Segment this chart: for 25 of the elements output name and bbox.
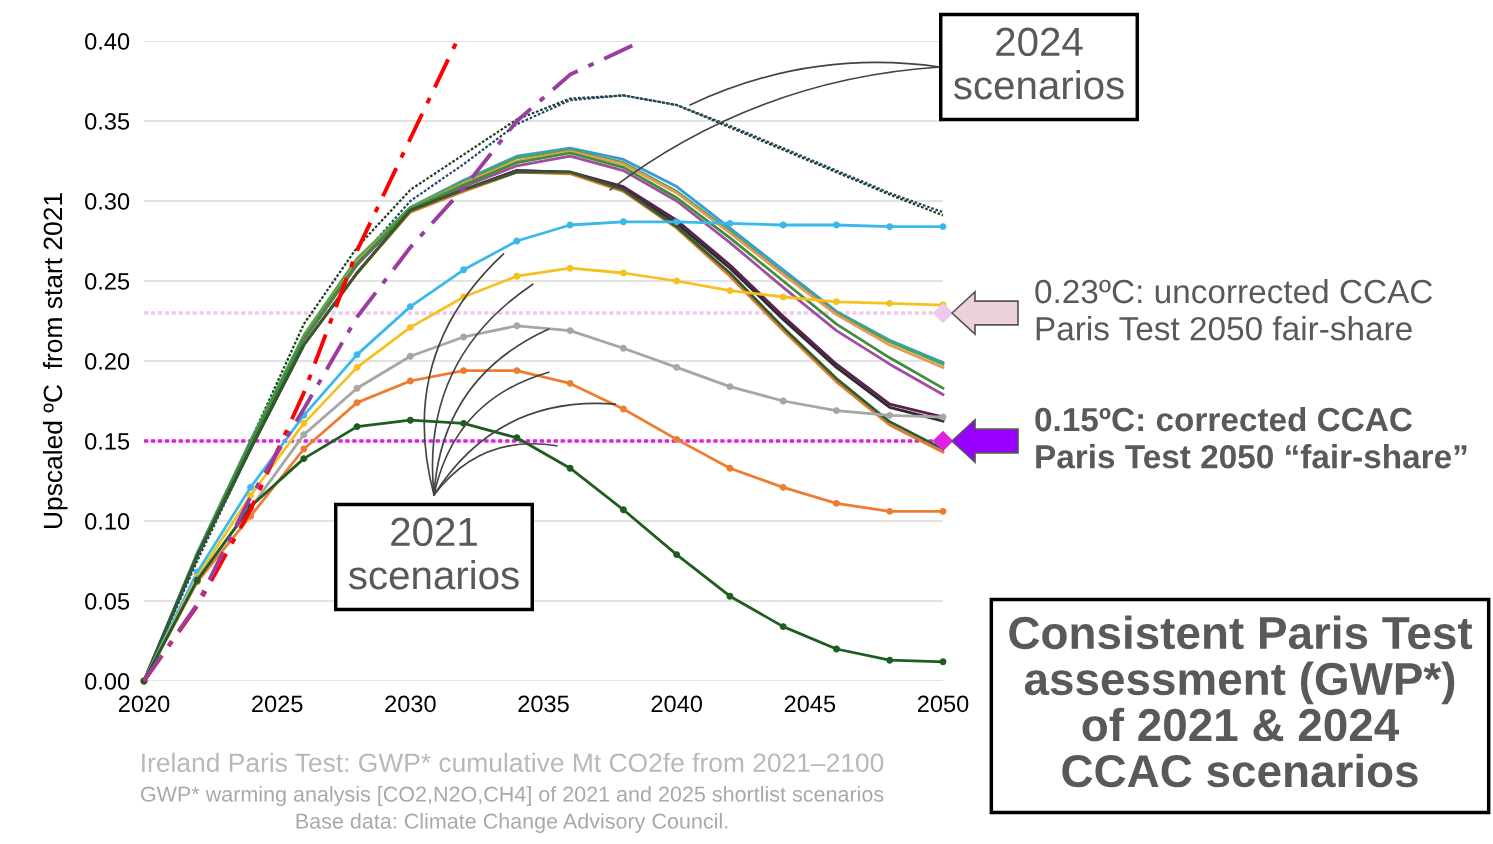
text: Base data: Climate Change Advisory Council.	[296, 812, 728, 834]
y-tick-label: 0.30	[85, 193, 130, 210]
y-tick-label: 0.35	[85, 113, 130, 130]
x-tick-label: 2025	[252, 695, 303, 713]
y-tick-label: 0.20	[85, 353, 130, 370]
y-tick-label: 0.10	[85, 513, 130, 530]
annotation: 2021 scenarios	[348, 517, 519, 590]
x-tick-label: 2045	[784, 695, 836, 713]
y-axis-title: Upscaled ºC from start 2021	[42, 193, 68, 529]
x-tick-label: 2020	[118, 695, 170, 713]
x-tick-label: 2040	[651, 695, 703, 713]
text: Consistent Paris Test assessment (GWP*) of 2021 & 2024 CCAC scenarios	[1009, 615, 1473, 788]
ref-line-label: 0.23ºC: uncorrected CCAC Paris Test 2050 fair-share	[1035, 278, 1433, 341]
y-tick-label: 0.00	[85, 673, 130, 690]
text: Ireland Paris Test: GWP* cumulative Mt CO2fe from 2021–2100	[142, 752, 884, 773]
annotation: 2024 scenarios	[953, 27, 1124, 100]
x-tick-label: 2050	[917, 695, 969, 713]
x-tick-label: 2030	[385, 695, 436, 713]
ref-line-label: 0.15ºC: corrected CCAC Paris Test 2050 “fair-share”	[1035, 406, 1467, 469]
y-tick-label: 0.15	[85, 433, 130, 450]
x-tick-label: 2035	[518, 695, 569, 713]
y-tick-label: 0.05	[85, 593, 130, 610]
y-tick-label: 0.40	[85, 33, 130, 50]
y-tick-label: 0.25	[85, 273, 130, 290]
text: GWP* warming analysis [CO2,N2O,CH4] of 2021 and 2025 shortlist scenarios	[140, 785, 884, 807]
